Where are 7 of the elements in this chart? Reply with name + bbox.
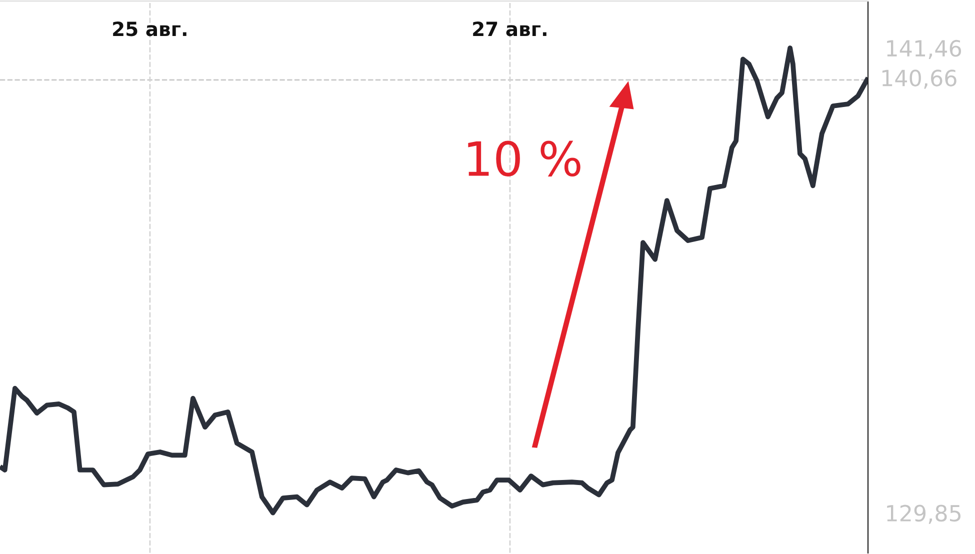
annotation: 10 % [468,140,580,176]
y-tick-label: 129,85 [887,504,960,524]
x-tick-label: 25 авг. [113,22,186,36]
y-tick-label: 141,46 [887,40,962,59]
line-series [0,46,868,516]
x-tick-label: 27 авг. [473,22,546,36]
ref-line-label: 140,66 [882,70,956,89]
